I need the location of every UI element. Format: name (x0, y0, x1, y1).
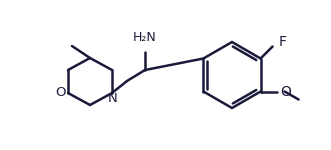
Text: F: F (279, 36, 287, 50)
Text: H₂N: H₂N (133, 31, 157, 44)
Text: N: N (108, 92, 118, 105)
Text: O: O (281, 84, 292, 99)
Text: O: O (56, 87, 66, 99)
